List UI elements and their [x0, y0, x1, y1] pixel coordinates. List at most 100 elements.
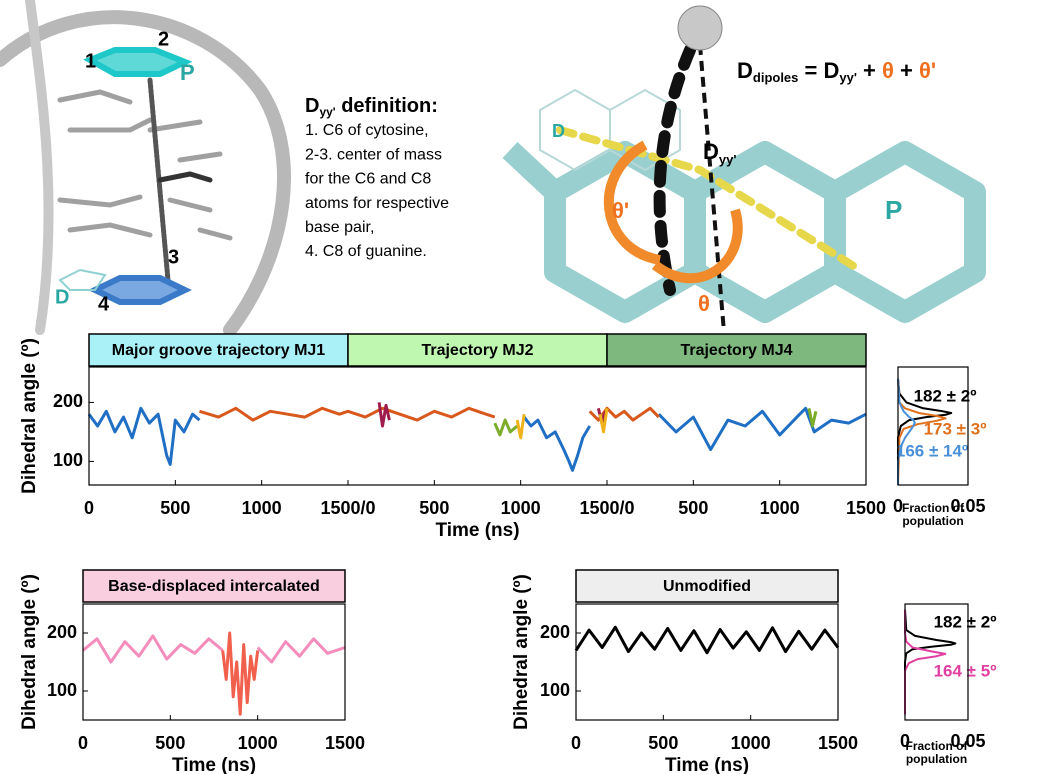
series-label: 182 ± 2º [914, 386, 977, 405]
definition-head: D [305, 95, 319, 117]
label: 2 [158, 28, 169, 50]
definition-sub: yy' [319, 105, 335, 119]
y-tick-label: 200 [53, 391, 83, 411]
x-tick-label: 500 [155, 733, 185, 753]
x-axis-label: Fraction of population [905, 739, 968, 766]
y-axis-label: Dihedral angle (º) [19, 338, 40, 494]
x-tick-label: 1000 [731, 733, 771, 753]
x-tick-label: 500 [160, 498, 190, 518]
definition-line: base pair, [305, 219, 374, 236]
dna-helix [0, 0, 291, 337]
equation: Ddipoles = Dyy' + θ + θ' [737, 58, 936, 86]
y-axis-label: Dihedral angle (º) [511, 574, 532, 730]
label: P [885, 195, 902, 225]
series-label: 164 ± 5º [934, 661, 997, 680]
x-tick-label: 1000 [501, 498, 541, 518]
plot-frame [575, 603, 839, 721]
x-tick-label: 1500/0 [320, 498, 375, 518]
banner [88, 333, 349, 367]
banner [347, 333, 608, 367]
backbone [25, 0, 54, 335]
x-axis-label: Time (ns) [665, 755, 749, 774]
series-line [87, 406, 867, 472]
definition-line: for the C6 and C8 [305, 171, 431, 188]
plot-frame [88, 366, 867, 486]
x-tick-label: 500 [678, 498, 708, 518]
definition-tail: definition: [336, 95, 438, 117]
molecule [502, 5, 986, 333]
dyy-sub: yy' [719, 152, 737, 167]
eq-part: + [857, 58, 882, 83]
charts: Major groove trajectory MJ1 Trajectory MJ… [19, 333, 997, 774]
banner [606, 333, 867, 367]
x-axis-label: Fraction of population [902, 501, 964, 528]
eq-part: D [737, 58, 753, 83]
label: 1 [85, 50, 96, 72]
banner-label: Base-displaced intercalated [108, 578, 320, 595]
x-axis-label: Time (ns) [435, 520, 519, 541]
y-tick-label: 100 [53, 450, 83, 470]
label: D [55, 286, 69, 308]
probe [83, 47, 193, 77]
y-tick-label: 100 [47, 680, 77, 700]
x-axis-label: Time (ns) [172, 755, 256, 774]
x-tick-label: 1000 [238, 733, 278, 753]
x-tick-label: 1500 [846, 498, 886, 518]
series-line [221, 631, 260, 716]
x-tick-label: 0.05 [950, 496, 985, 516]
y-axis-label: Dihedral angle (º) [19, 574, 40, 730]
series-line [904, 609, 957, 715]
definition-line: 2-3. center of mass [305, 146, 442, 163]
series-line [199, 406, 660, 422]
x-tick-label: 1500/0 [579, 498, 634, 518]
definition-title: Dyy' definition: [305, 95, 438, 119]
plot-frame [82, 603, 346, 721]
definition-line: 1. C6 of cytosine, [305, 122, 429, 139]
x-tick-label: 0 [84, 498, 94, 518]
banner [82, 569, 346, 603]
x-tick-label: 0 [78, 733, 88, 753]
label: θ' [612, 198, 629, 223]
banner-label: Unmodified [663, 578, 751, 595]
series-line [574, 625, 840, 655]
x-tick-label: 1500 [818, 733, 858, 753]
label: 3 [168, 246, 179, 268]
eq-part: + [894, 58, 919, 83]
x-tick-label: 0 [893, 496, 903, 516]
plot-frame [897, 366, 969, 486]
bases [57, 89, 233, 241]
series-line [897, 378, 916, 485]
banner-label: Trajectory MJ2 [421, 342, 533, 359]
label: Dyy' [703, 139, 736, 168]
eq-part: θ [882, 58, 894, 83]
banner [575, 569, 839, 603]
series-label: 173 ± 3º [924, 419, 987, 438]
plot-frame [904, 603, 969, 721]
x-tick-label: 500 [419, 498, 449, 518]
series-line [82, 634, 346, 664]
eq-part: dipoles [753, 70, 799, 85]
backbone [0, 10, 291, 337]
series-line [515, 408, 609, 440]
definition-line: atoms for respective [305, 195, 449, 212]
series-line [904, 609, 947, 715]
y-tick-label: 200 [47, 622, 77, 642]
series-line [493, 408, 818, 437]
definition-lines: 1. C6 of cytosine, 2-3. center of mass for… [305, 122, 449, 260]
series-label: 166 ± 14º [896, 441, 968, 460]
eq-part: = D [798, 58, 839, 83]
x-tick-label: 1500 [325, 733, 365, 753]
series-line [897, 378, 947, 486]
x-tick-label: 0 [900, 731, 910, 751]
banner-label: Trajectory MJ4 [680, 342, 792, 359]
eq-part: θ' [919, 58, 936, 83]
eq-part: yy' [839, 70, 857, 85]
dyy: D [703, 139, 719, 164]
donor [58, 268, 107, 291]
series-label: 182 ± 2º [934, 612, 997, 631]
definition-line: 4. C8 of guanine. [305, 243, 427, 260]
label: D [552, 121, 565, 141]
